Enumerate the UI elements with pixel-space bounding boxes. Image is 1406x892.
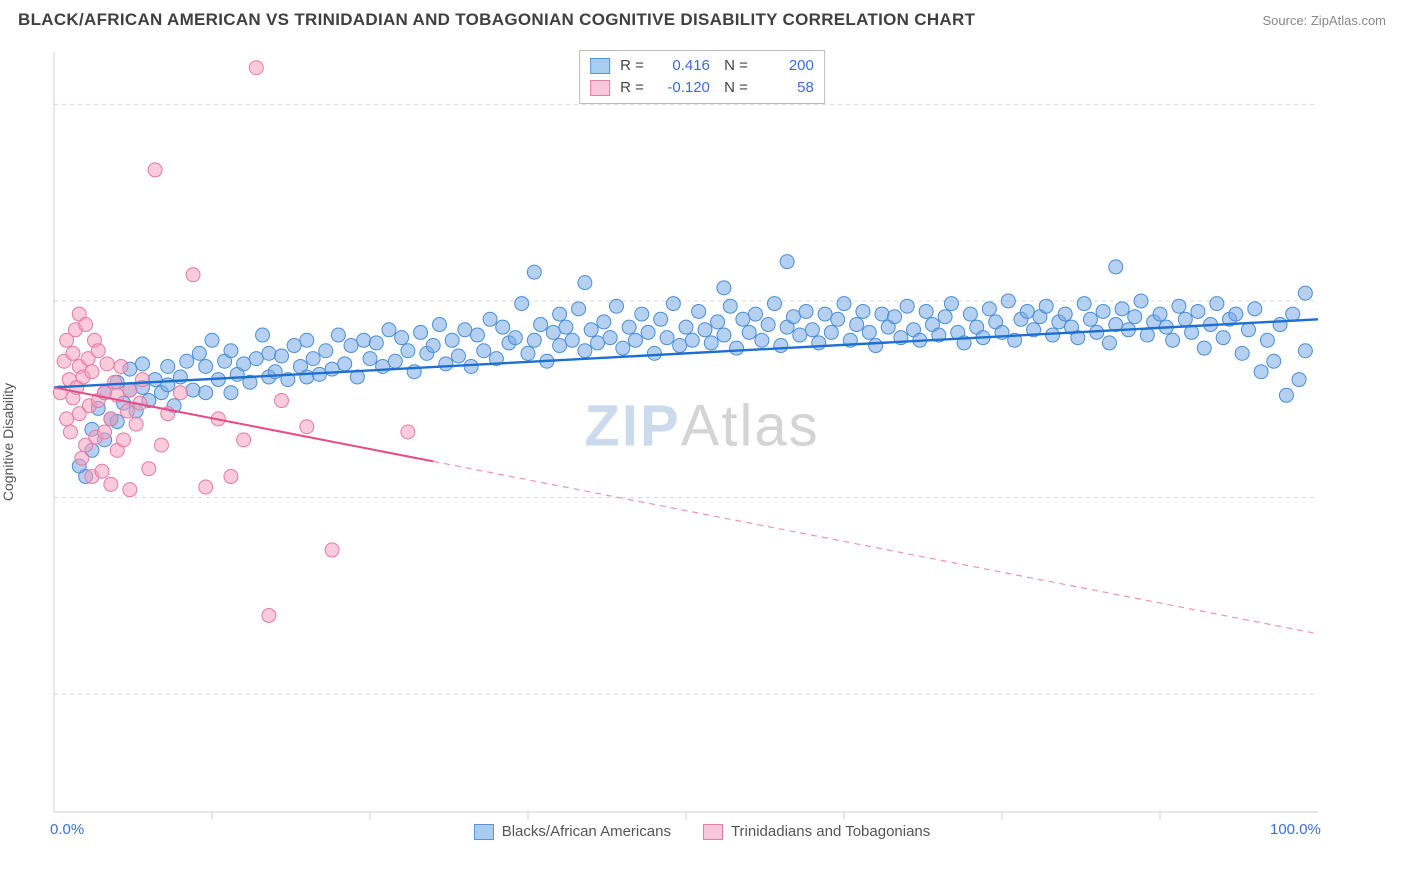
legend-item-pink: Trinidadians and Tobagonians [703, 823, 930, 840]
n-value-blue: 200 [758, 55, 814, 77]
chart-container: Cognitive Disability 7.5%15.0%22.5%30.0%… [18, 42, 1386, 842]
r-value-blue: 0.416 [654, 55, 710, 77]
x-tick-min: 0.0% [50, 821, 84, 838]
legend-row-pink: R = -0.120 N = 58 [590, 77, 814, 99]
chart-title: BLACK/AFRICAN AMERICAN VS TRINIDADIAN AN… [18, 10, 975, 30]
series-legend: Blacks/African Americans Trinidadians an… [18, 823, 1386, 840]
scatter-chart: 7.5%15.0%22.5%30.0% [18, 42, 1318, 842]
header: BLACK/AFRICAN AMERICAN VS TRINIDADIAN AN… [0, 0, 1406, 36]
x-tick-max: 100.0% [1270, 821, 1321, 838]
legend-row-blue: R = 0.416 N = 200 [590, 55, 814, 77]
legend-swatch-pink [590, 80, 610, 96]
y-axis-label: Cognitive Disability [0, 383, 16, 501]
legend-swatch-blue [590, 58, 610, 74]
n-value-pink: 58 [758, 77, 814, 99]
legend-item-blue: Blacks/African Americans [474, 823, 671, 840]
r-value-pink: -0.120 [654, 77, 710, 99]
legend-swatch-pink-bottom [703, 824, 723, 840]
legend-swatch-blue-bottom [474, 824, 494, 840]
correlation-legend: R = 0.416 N = 200 R = -0.120 N = 58 [579, 50, 825, 104]
source-label: Source: ZipAtlas.com [1262, 13, 1386, 28]
